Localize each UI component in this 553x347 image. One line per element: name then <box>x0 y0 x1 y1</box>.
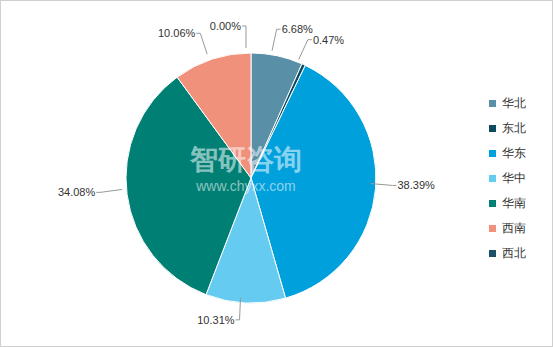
svg-text:10.31%: 10.31% <box>197 314 235 326</box>
svg-text:10.06%: 10.06% <box>158 27 196 39</box>
html-text:华南: 华南 <box>502 196 526 210</box>
svg-text:34.08%: 34.08% <box>58 186 96 198</box>
html-text:西南: 西南 <box>502 221 526 235</box>
html-text:华中: 华中 <box>502 171 526 185</box>
html-text:华东: 华东 <box>502 146 526 160</box>
svg-text:38.39%: 38.39% <box>397 179 435 191</box>
html-text:西北: 西北 <box>502 246 526 260</box>
svg-text:0.00%: 0.00% <box>210 20 241 32</box>
html-text:智研咨询: 智研咨询 <box>190 144 302 175</box>
svg-text:0.47%: 0.47% <box>313 34 344 46</box>
html-text:www.chyxx.com: www.chyxx.com <box>196 178 296 194</box>
html-text:东北: 东北 <box>502 121 526 135</box>
svg-text:6.68%: 6.68% <box>282 23 313 35</box>
html-text:华北: 华北 <box>502 96 526 110</box>
